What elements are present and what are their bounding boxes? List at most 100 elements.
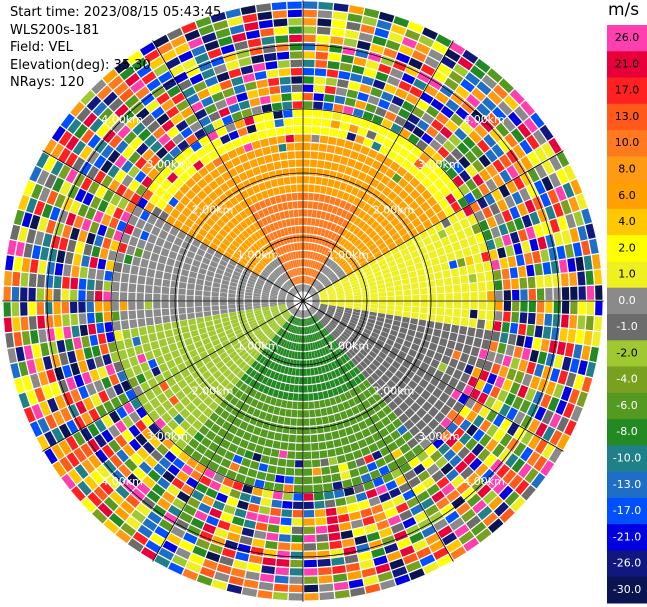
range-gate [444, 77, 459, 91]
range-gate [258, 345, 266, 353]
range-gate [403, 419, 415, 430]
range-gate [261, 271, 269, 278]
range-gate [171, 477, 185, 490]
range-gate [62, 364, 73, 379]
range-gate [126, 245, 136, 256]
range-gate [381, 232, 391, 242]
range-gate [348, 204, 357, 214]
range-gate [71, 325, 80, 338]
range-gate [245, 30, 260, 40]
range-gate [181, 207, 192, 218]
range-gate [450, 324, 460, 334]
range-gate [462, 49, 479, 64]
range-gate [299, 276, 302, 284]
range-gate [397, 424, 408, 436]
range-gate [324, 281, 331, 287]
range-gate [326, 345, 333, 353]
range-gate [318, 575, 333, 584]
range-gate [97, 258, 107, 270]
range-gate [352, 108, 364, 118]
range-gate [459, 419, 472, 432]
range-gate [255, 283, 263, 288]
range-gate [320, 304, 328, 308]
range-gate [334, 146, 344, 155]
ppi-plot: 1.00km1.00km1.00km1.00km2.00km2.00km2.00… [2, 0, 604, 602]
range-gate [370, 43, 385, 55]
range-gate [521, 240, 531, 254]
range-gate [380, 175, 391, 186]
range-gate [352, 285, 360, 291]
range-gate [273, 372, 280, 381]
range-gate [239, 492, 251, 502]
range-gate [429, 539, 445, 553]
range-gate [526, 324, 535, 337]
range-gate [553, 287, 561, 300]
range-gate [280, 339, 286, 347]
range-gate [187, 283, 195, 290]
range-gate [337, 296, 345, 299]
range-gate [289, 235, 294, 243]
range-gate [436, 63, 452, 76]
range-gate [482, 490, 498, 505]
range-gate [315, 323, 320, 331]
range-gate [180, 420, 191, 431]
range-gate [484, 396, 496, 409]
range-gate [18, 392, 30, 409]
range-gate [114, 262, 123, 273]
range-gate [362, 379, 372, 389]
range-gate [433, 240, 443, 250]
range-gate [355, 253, 364, 261]
range-gate [216, 465, 228, 476]
range-gate [270, 306, 278, 310]
range-gate [144, 49, 160, 63]
range-gate [542, 261, 552, 275]
range-gate [166, 257, 175, 267]
range-gate [350, 316, 359, 322]
range-gate [183, 532, 198, 545]
range-gate [368, 230, 377, 239]
range-gate [270, 292, 278, 296]
range-gate [236, 410, 246, 420]
range-gate [53, 289, 61, 301]
range-gate [411, 106, 425, 118]
range-gate [94, 434, 107, 448]
range-gate [278, 298, 286, 301]
range-gate [379, 145, 390, 156]
range-gate [567, 258, 576, 272]
range-gate [262, 290, 270, 294]
range-gate [253, 212, 261, 221]
range-gate [261, 299, 269, 301]
range-gate [212, 453, 224, 465]
range-gate [202, 222, 212, 232]
range-gate [136, 406, 148, 419]
range-gate [129, 356, 139, 367]
range-gate [99, 248, 109, 260]
range-gate [236, 304, 244, 308]
range-gate [456, 229, 466, 241]
range-gate [186, 426, 198, 437]
range-gate [314, 400, 320, 409]
range-gate [286, 303, 294, 306]
range-gate [418, 275, 427, 283]
range-gate [262, 358, 270, 366]
range-gate [254, 329, 262, 336]
range-gate [303, 192, 309, 200]
range-gate [102, 129, 116, 144]
range-gate [86, 290, 94, 301]
range-gate [380, 331, 389, 338]
range-gate [299, 267, 302, 275]
range-gate [387, 515, 402, 526]
range-gate [277, 317, 284, 324]
range-gate [283, 227, 289, 236]
range-gate [307, 209, 313, 217]
range-gate [195, 306, 203, 313]
range-gate [179, 183, 190, 195]
range-gate [266, 316, 274, 322]
range-gate [91, 79, 107, 95]
range-gate [220, 410, 230, 420]
range-gate [375, 457, 387, 468]
range-gate [356, 403, 366, 412]
range-gate [107, 149, 121, 164]
range-gate [308, 268, 312, 276]
range-gate [86, 301, 94, 313]
